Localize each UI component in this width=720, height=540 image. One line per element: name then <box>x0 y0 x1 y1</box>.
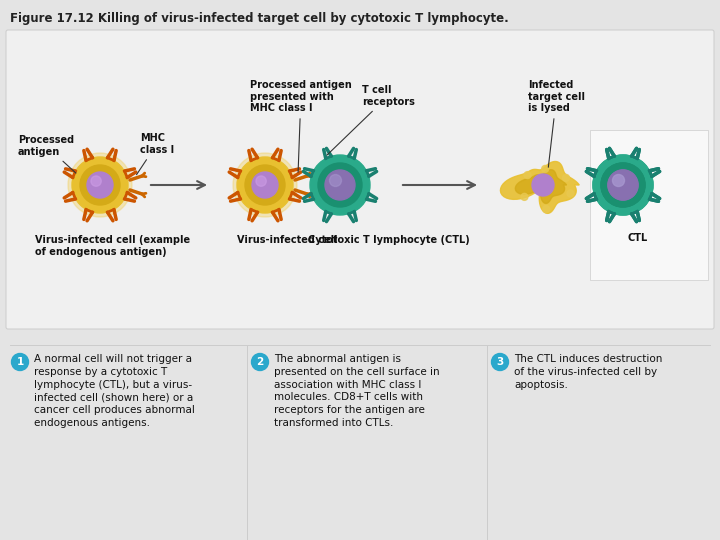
Text: A normal cell will not trigger a
response by a cytotoxic T
lymphocyte (CTL), but: A normal cell will not trigger a respons… <box>34 354 195 428</box>
FancyBboxPatch shape <box>6 30 714 329</box>
Circle shape <box>91 176 102 186</box>
Circle shape <box>541 165 549 172</box>
Circle shape <box>318 163 362 207</box>
Circle shape <box>567 190 574 197</box>
Text: 1: 1 <box>17 357 24 367</box>
Text: Virus-infected cell (example
of endogenous antigen): Virus-infected cell (example of endogeno… <box>35 235 190 256</box>
Circle shape <box>593 155 653 215</box>
Circle shape <box>524 172 531 179</box>
Circle shape <box>562 174 570 181</box>
Circle shape <box>330 174 341 186</box>
Text: 2: 2 <box>256 357 264 367</box>
Circle shape <box>613 174 624 186</box>
Text: CTL: CTL <box>628 233 648 243</box>
Circle shape <box>521 193 528 200</box>
Circle shape <box>80 165 120 205</box>
Text: The abnormal antigen is
presented on the cell surface in
association with MHC cl: The abnormal antigen is presented on the… <box>274 354 440 428</box>
Text: Processed antigen
presented with
MHC class I: Processed antigen presented with MHC cla… <box>250 80 352 172</box>
Circle shape <box>233 153 297 217</box>
Circle shape <box>251 354 269 370</box>
Text: MHC
class I: MHC class I <box>137 133 174 174</box>
Polygon shape <box>516 170 567 204</box>
Text: Figure 17.12 Killing of virus-infected target cell by cytotoxic T lymphocyte.: Figure 17.12 Killing of virus-infected t… <box>10 12 509 25</box>
Circle shape <box>601 163 645 207</box>
Text: Virus-infected cell: Virus-infected cell <box>237 235 338 245</box>
Circle shape <box>68 153 132 217</box>
Polygon shape <box>500 161 580 213</box>
Circle shape <box>593 155 653 215</box>
Circle shape <box>601 163 645 207</box>
Text: Infected
target cell
is lysed: Infected target cell is lysed <box>528 80 585 167</box>
Circle shape <box>237 157 293 213</box>
Text: 3: 3 <box>496 357 503 367</box>
Circle shape <box>87 172 113 198</box>
Circle shape <box>256 176 266 186</box>
Text: The CTL induces destruction
of the virus-infected cell by
apoptosis.: The CTL induces destruction of the virus… <box>514 354 662 389</box>
Circle shape <box>608 170 638 200</box>
Circle shape <box>325 170 355 200</box>
Circle shape <box>310 155 370 215</box>
FancyBboxPatch shape <box>590 130 708 280</box>
Circle shape <box>608 170 638 200</box>
Circle shape <box>12 354 29 370</box>
Text: T cell
receptors: T cell receptors <box>327 85 415 155</box>
Circle shape <box>72 157 128 213</box>
Circle shape <box>245 165 285 205</box>
Text: Processed
antigen: Processed antigen <box>18 135 76 173</box>
Text: Cytotoxic T lymphocyte (CTL): Cytotoxic T lymphocyte (CTL) <box>308 235 469 245</box>
Circle shape <box>532 174 554 196</box>
Circle shape <box>252 172 278 198</box>
Circle shape <box>492 354 508 370</box>
Circle shape <box>613 174 624 186</box>
Circle shape <box>543 206 550 213</box>
